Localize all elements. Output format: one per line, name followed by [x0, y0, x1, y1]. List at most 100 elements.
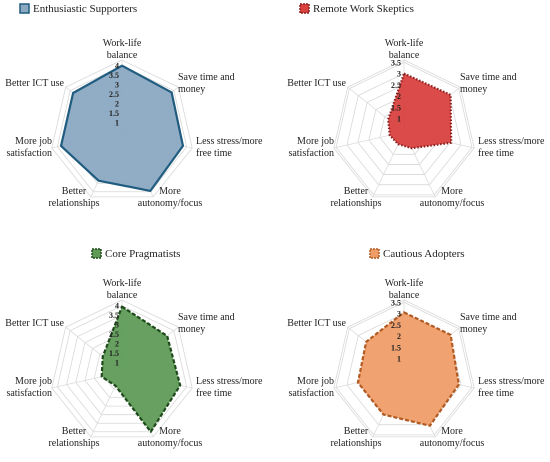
- radar-axis-label-line: free time: [478, 388, 514, 399]
- radar-tick-label: 1: [115, 119, 119, 128]
- radar-axis-label: More autonomy/focus: [420, 186, 485, 209]
- radar-axis-label: Better relationships: [330, 186, 381, 209]
- radar-tick-label: 3: [115, 321, 119, 330]
- radar-axis-label: More job satisfaction: [6, 136, 52, 159]
- radar-axis-label-line: More: [441, 426, 463, 437]
- radar-tick-label: 2: [397, 332, 401, 341]
- radar-axis-label: More autonomy/focus: [420, 426, 485, 449]
- radar-grid-ring: [335, 61, 473, 196]
- radar-axis-label-line: Less stress/more: [478, 136, 545, 147]
- radar-tick-label: 2.5: [109, 330, 119, 339]
- radar-axis-label: Less stress/more free time: [478, 376, 545, 399]
- radar-axis-label-line: Save time and: [178, 72, 235, 83]
- radar-axis-label: Better ICT use: [5, 78, 64, 89]
- radar-axis-label-line: money: [460, 324, 487, 335]
- radar-tick-label: 1.5: [391, 343, 401, 352]
- radar-grid-ring: [333, 59, 475, 198]
- radar-tick-label: 2: [115, 340, 119, 349]
- radar-axis-label-line: Work-life: [103, 278, 142, 289]
- radar-axis-label: Less stress/more free time: [196, 136, 263, 159]
- radar-axis-label-line: balance: [107, 50, 138, 61]
- radar-series-area: [356, 311, 460, 427]
- radar-axis-label-line: Less stress/more: [478, 376, 545, 387]
- radar-axis-label-line: money: [178, 324, 205, 335]
- radar-grid-ring: [335, 301, 473, 436]
- legend-swatch: [91, 248, 102, 259]
- radar-tick-label: 1.5: [391, 103, 401, 112]
- radar-axis-label-line: free time: [196, 388, 232, 399]
- radar-axis-label-line: Better: [344, 186, 369, 197]
- radar-axis-label-line: relationships: [330, 198, 381, 209]
- radar-axis-label-line: autonomy/focus: [420, 438, 485, 449]
- radar-axis-label: More job satisfaction: [6, 376, 52, 399]
- legend-label: Cautious Adopters: [383, 248, 465, 260]
- radar-tick-label: 4: [115, 302, 119, 311]
- radar-axis-label-line: relationships: [48, 198, 99, 209]
- radar-axis-label-line: Save time and: [460, 312, 517, 323]
- radar-axis-label: More autonomy/focus: [138, 186, 203, 209]
- radar-grid-ring: [333, 299, 475, 438]
- radar-axis-label-line: relationships: [48, 438, 99, 449]
- radar-tick-label: 3.5: [391, 298, 401, 307]
- radar-axis-label-line: Save time and: [178, 312, 235, 323]
- radar-series-area: [100, 305, 182, 433]
- radar-tick-label: 2.5: [109, 90, 119, 99]
- radar-axis-label-line: relationships: [330, 438, 381, 449]
- radar-axis-label: Work-life balance: [385, 278, 424, 301]
- radar-series-area: [387, 72, 453, 150]
- legend-label: Remote Work Skeptics: [313, 3, 414, 15]
- radar-grid-ring: [56, 305, 188, 433]
- radar-axis-label: Save time and money: [178, 72, 235, 95]
- radar-axis-label-line: balance: [389, 290, 420, 301]
- radar-axis-label: Work-life balance: [103, 38, 142, 61]
- radar-tick-label: 3.5: [109, 311, 119, 320]
- radar-axis-label-line: Work-life: [385, 38, 424, 49]
- legend-swatch: [19, 3, 30, 14]
- radar-axis-label: More autonomy/focus: [138, 426, 203, 449]
- radar-tick-label: 3: [115, 81, 119, 90]
- radar-tick-label: 3: [397, 70, 401, 79]
- radar-axis-label: Better relationships: [48, 426, 99, 449]
- radar-axis-label-line: More job: [15, 136, 52, 147]
- radar-axis-label-line: Better ICT use: [287, 318, 346, 329]
- radar-axis-label: Better ICT use: [287, 318, 346, 329]
- radar-axis-label-line: Better ICT use: [5, 78, 64, 89]
- radar-tick-label: 1.5: [109, 109, 119, 118]
- radar-axis-label: Better ICT use: [287, 78, 346, 89]
- radar-axis-label-line: Less stress/more: [196, 136, 263, 147]
- radar-axis-label-line: balance: [107, 290, 138, 301]
- radar-axis-label-line: Work-life: [103, 38, 142, 49]
- legend-swatch: [369, 248, 380, 259]
- radar-tick-label: 1: [115, 359, 119, 368]
- radar-axis-label: Save time and money: [460, 72, 517, 95]
- radar-axis-label-line: Better ICT use: [5, 318, 64, 329]
- radar-tick-label: 1: [397, 355, 401, 364]
- radar-axis-label-line: Better: [62, 426, 87, 437]
- radar-axis-label: More job satisfaction: [288, 376, 334, 399]
- radar-grid-ring: [56, 65, 188, 193]
- radar-axis-label-line: More: [159, 426, 181, 437]
- radar-axis-label-line: Better: [62, 186, 87, 197]
- radar-axis-label-line: autonomy/focus: [138, 198, 203, 209]
- radar-axis-label-line: balance: [389, 50, 420, 61]
- radar-axis-label-line: Save time and: [460, 72, 517, 83]
- radar-tick-label: 1: [397, 115, 401, 124]
- radar-axis-label-line: autonomy/focus: [138, 438, 203, 449]
- radar-axis-label-line: satisfaction: [6, 148, 52, 159]
- radar-tick-label: 1.5: [109, 349, 119, 358]
- legend-label: Enthusiastic Supporters: [33, 3, 137, 15]
- radar-axis-label-line: autonomy/focus: [420, 198, 485, 209]
- radar-axis-label: Better ICT use: [5, 318, 64, 329]
- radar-tick-label: 2.5: [391, 321, 401, 330]
- legend-label: Core Pragmatists: [105, 248, 180, 260]
- radar-axis-label: Less stress/more free time: [196, 376, 263, 399]
- radar-axis-label-line: More: [441, 186, 463, 197]
- radar-axis-label-line: More job: [297, 136, 334, 147]
- radar-grid-ring: [51, 59, 193, 198]
- radar-axis-label-line: More: [159, 186, 181, 197]
- radar-axis-label-line: satisfaction: [288, 388, 334, 399]
